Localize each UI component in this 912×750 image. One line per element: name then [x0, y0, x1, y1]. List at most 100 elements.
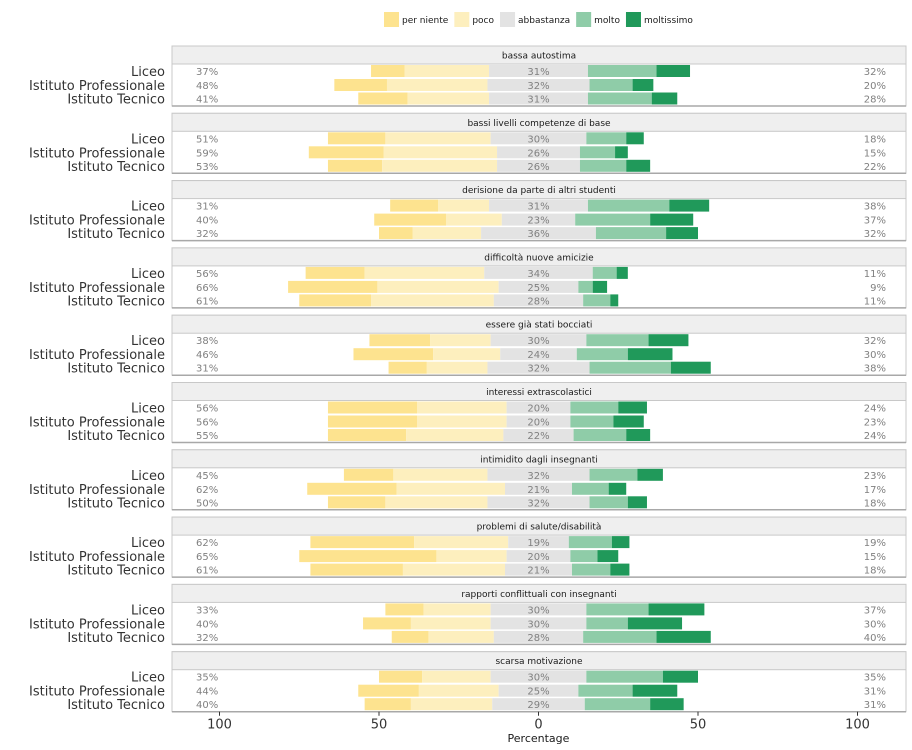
pct-left-7-1: 65% [196, 552, 218, 563]
pct-right-2-2: 32% [864, 229, 886, 240]
pct-right-8-2: 40% [864, 633, 886, 644]
facet-strip-0 [171, 45, 907, 65]
bar-1-1-3 [579, 146, 616, 159]
pct-mid-2-1: 23% [527, 216, 549, 227]
facet-title-3: difficoltà nuove amicizie [484, 253, 594, 263]
bar-7-0-2 [508, 536, 569, 549]
bar-8-1-4 [627, 617, 683, 630]
pct-right-0-1: 20% [864, 81, 886, 92]
bar-9-2-4 [650, 698, 684, 711]
bar-8-1-3 [586, 617, 628, 630]
facet-title-8: rapporti conflittuali con insegnanti [461, 590, 616, 600]
facet-title-6: intimidito dagli insegnanti [480, 455, 598, 465]
bar-0-1-4 [632, 79, 654, 91]
facet-strip-2 [171, 180, 907, 200]
x-tick-label-2: 0 [534, 718, 542, 733]
pct-right-2-1: 37% [864, 216, 886, 227]
bar-9-0-4 [662, 670, 698, 683]
bar-6-0-3 [589, 468, 638, 481]
pct-mid-9-2: 29% [527, 700, 549, 711]
bar-4-2-3 [589, 361, 671, 374]
bar-3-2-0 [299, 294, 372, 307]
pct-left-3-0: 56% [196, 269, 218, 280]
bar-0-1-0 [334, 79, 387, 91]
bar-5-2-3 [573, 429, 627, 441]
bar-9-2-0 [364, 698, 411, 711]
legend-swatch-2 [500, 12, 516, 27]
bar-4-2-4 [670, 361, 711, 374]
x-axis-title: Percentage [508, 732, 570, 745]
bar-3-0-2 [484, 266, 593, 279]
bar-6-1-1 [396, 482, 506, 495]
pct-right-3-0: 11% [864, 269, 886, 280]
pct-mid-5-1: 20% [527, 418, 549, 429]
pct-mid-7-0: 19% [527, 538, 549, 549]
pct-right-6-2: 18% [864, 498, 886, 509]
bar-7-1-2 [506, 550, 571, 563]
bar-2-2-3 [595, 227, 667, 240]
pct-left-6-0: 45% [196, 471, 218, 482]
pct-right-5-2: 24% [864, 431, 886, 442]
pct-right-9-0: 35% [864, 673, 886, 684]
pct-left-9-1: 44% [196, 687, 218, 698]
bar-5-1-3 [570, 415, 614, 428]
bar-3-2-3 [583, 294, 611, 307]
bar-6-2-2 [487, 496, 590, 509]
facet-title-4: essere già stati bocciati [486, 321, 593, 331]
bar-2-0-0 [390, 199, 439, 212]
bar-7-0-1 [414, 536, 509, 549]
legend-label-1: poco [472, 16, 494, 26]
bar-2-0-2 [489, 199, 588, 212]
pct-right-9-1: 31% [864, 687, 886, 698]
bar-5-2-2 [503, 429, 574, 441]
bar-0-0-4 [656, 65, 691, 77]
bar-7-1-0 [299, 550, 437, 563]
pct-mid-9-1: 25% [527, 687, 549, 698]
legend-swatch-1 [454, 12, 470, 27]
pct-right-2-0: 38% [864, 202, 886, 213]
bar-2-2-2 [481, 227, 596, 240]
bar-4-1-4 [627, 348, 673, 361]
row-label-3-0: Liceo [131, 267, 165, 282]
row-label-4-2: Istituto Tecnico [67, 362, 165, 377]
bar-1-2-0 [327, 159, 383, 172]
x-tick-label-1: 50 [371, 718, 388, 733]
bar-0-1-3 [589, 79, 633, 91]
pct-right-1-2: 22% [864, 162, 886, 173]
bar-8-2-0 [391, 630, 429, 643]
x-tick-label-3: 50 [690, 718, 707, 733]
bar-6-2-4 [627, 496, 647, 509]
bar-2-1-4 [650, 213, 694, 226]
pct-mid-1-2: 26% [527, 162, 549, 173]
pct-left-2-2: 32% [196, 229, 218, 240]
bar-1-2-3 [579, 159, 627, 172]
facet-title-2: derisione da parte di altri studenti [462, 186, 616, 196]
pct-right-0-0: 32% [864, 67, 886, 78]
row-label-3-2: Istituto Tecnico [67, 294, 165, 309]
row-label-5-2: Istituto Tecnico [67, 429, 165, 444]
bar-8-2-1 [428, 630, 494, 643]
bar-8-1-0 [363, 617, 411, 630]
bar-8-2-4 [656, 630, 711, 643]
bar-6-2-3 [589, 496, 628, 509]
bar-6-0-2 [487, 468, 590, 481]
bar-2-0-1 [438, 199, 490, 212]
pct-right-1-1: 15% [864, 148, 886, 159]
row-label-2-2: Istituto Tecnico [67, 227, 165, 242]
bar-0-0-1 [404, 65, 490, 77]
pct-mid-4-2: 32% [527, 364, 549, 375]
row-label-8-1: Istituto Professionale [29, 617, 165, 632]
pct-left-5-1: 56% [196, 418, 218, 429]
pct-left-2-1: 40% [196, 216, 218, 227]
bar-3-0-0 [305, 266, 365, 279]
pct-right-4-2: 38% [864, 364, 886, 375]
bar-7-1-1 [436, 550, 507, 563]
row-label-1-2: Istituto Tecnico [67, 160, 165, 175]
bar-4-1-1 [433, 348, 501, 361]
legend-label-0: per niente [402, 16, 449, 26]
bar-9-0-0 [379, 670, 423, 683]
row-label-0-1: Istituto Professionale [29, 79, 165, 94]
bar-3-1-1 [377, 280, 499, 293]
bar-9-1-1 [418, 684, 499, 697]
